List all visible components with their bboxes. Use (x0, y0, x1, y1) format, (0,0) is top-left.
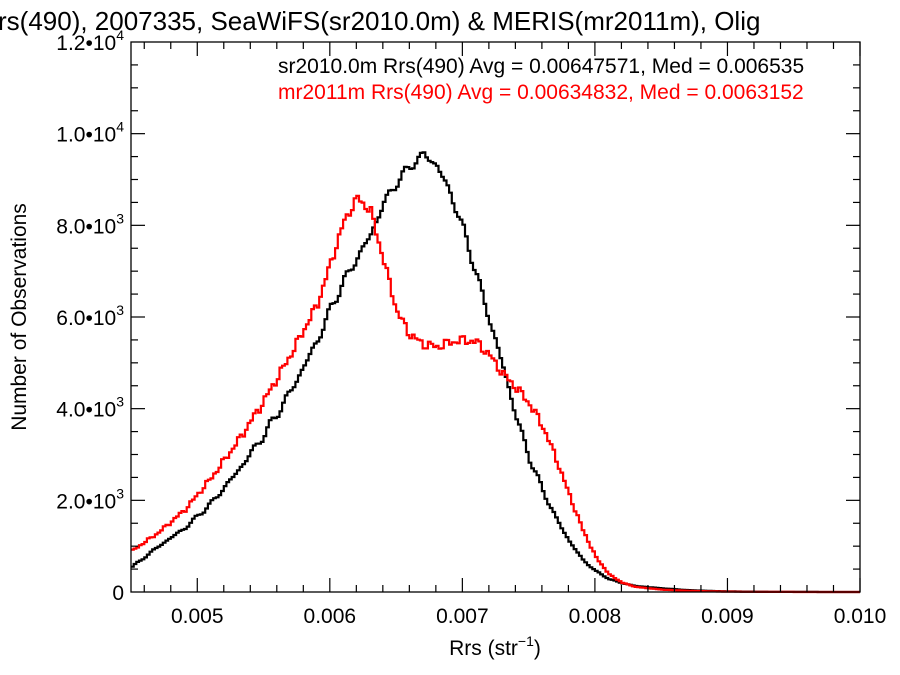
x-tick-label: 0.008 (569, 605, 622, 628)
y-tick-label: 0 (112, 582, 124, 605)
y-tick-label: 8.0•103 (56, 210, 124, 238)
x-axis-title-close: ) (534, 637, 541, 660)
x-axis-title-main: Rrs (str (449, 637, 518, 660)
y-axis-title: Number of Observations (8, 203, 31, 431)
y-tick-label: 6.0•103 (56, 302, 124, 330)
y-tick-label: 2.0•103 (56, 485, 124, 513)
y-tick-label: 1.2•104 (56, 27, 124, 55)
x-tick-label: 0.009 (701, 605, 754, 628)
x-axis-title-superscript: −1 (518, 633, 534, 649)
series-line-1 (131, 194, 860, 594)
legend-entry-black-series: sr2010.0m Rrs(490) Avg = 0.00647571, Med… (278, 55, 804, 78)
x-axis-title: Rrs (str−1) (449, 633, 541, 660)
plot-area: 0.005 0.006 0.007 0.008 0.009 0.010 0 2.0•103 4… (56, 27, 886, 628)
x-tick-label: 0.006 (304, 605, 357, 628)
series-line-0 (131, 151, 860, 594)
chart-title: rs(490), 2007335, SeaWiFS(sr2010.0m) & M… (0, 6, 760, 36)
y-tick-label: 1.0•104 (56, 119, 124, 147)
y-tick-label: 4.0•103 (56, 394, 124, 422)
plot-frame (130, 41, 861, 593)
legend: sr2010.0m Rrs(490) Avg = 0.00647571, Med… (278, 55, 804, 104)
legend-entry-red-series: mr2011m Rrs(490) Avg = 0.00634832, Med =… (278, 81, 804, 104)
x-tick-label: 0.007 (436, 605, 489, 628)
x-tick-label: 0.010 (834, 605, 887, 628)
x-tick-label: 0.005 (171, 605, 224, 628)
